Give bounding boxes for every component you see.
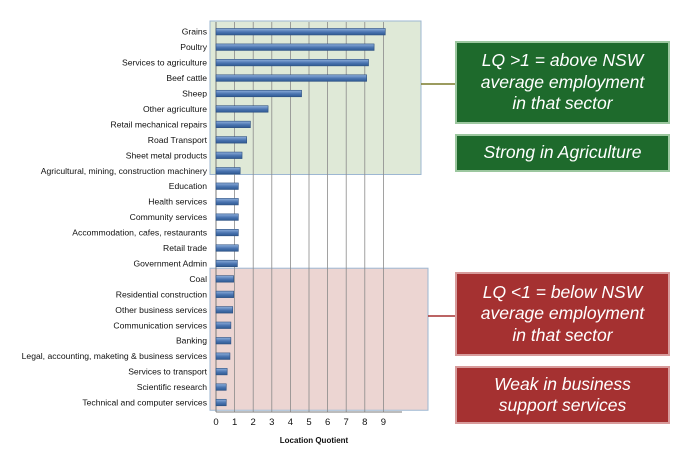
category-label-13: Accommodation, cafes, restaurants	[72, 228, 207, 238]
bar-22	[215, 368, 228, 376]
callout-above-line-1: LQ >1 = above NSW	[481, 50, 644, 71]
x-tick-9: 9	[381, 417, 386, 428]
bar-23	[215, 383, 227, 391]
category-label-7: Road Transport	[148, 135, 208, 145]
x-tick-1: 1	[232, 417, 237, 428]
bar-19	[215, 321, 232, 329]
x-tick-3: 3	[269, 417, 274, 428]
category-label-15: Government Admin	[133, 258, 207, 268]
bar-15	[215, 259, 238, 268]
x-axis-title: Location Quotient	[280, 436, 349, 445]
callout-weak-line-2: support services	[498, 395, 627, 415]
bar-18	[215, 306, 234, 314]
bar-20	[215, 337, 232, 345]
category-label-9: Agricultural, mining, construction machi…	[41, 166, 208, 176]
category-label-23: Scientific research	[137, 382, 207, 392]
x-tick-7: 7	[344, 417, 349, 428]
category-label-3: Beef cattle	[166, 73, 207, 83]
callout-below-average: LQ <1 = below NSW average employment in …	[455, 272, 670, 356]
bar-9	[215, 167, 241, 175]
category-label-12: Community services	[130, 212, 207, 222]
bar-13	[215, 229, 239, 237]
x-tick-4: 4	[288, 417, 293, 428]
bar-4	[215, 89, 302, 98]
bar-1	[215, 43, 375, 51]
callout-above-line-3: in that sector	[512, 93, 613, 114]
category-label-14: Retail trade	[163, 243, 207, 253]
callout-below-line-2: average employment	[480, 303, 645, 324]
x-tick-2: 2	[251, 417, 256, 428]
category-label-1: Poultry	[180, 42, 207, 52]
bar-24	[215, 398, 227, 407]
x-tick-8: 8	[362, 417, 367, 428]
bar-2	[215, 59, 369, 67]
callout-above-average: LQ >1 = above NSW average employment in …	[455, 41, 670, 124]
highlight-region-2	[209, 267, 429, 411]
x-tick-5: 5	[306, 417, 311, 428]
x-tick-0: 0	[213, 417, 218, 428]
bar-11	[215, 198, 239, 206]
category-label-6: Retail mechanical repairs	[111, 119, 207, 129]
category-label-19: Communication services	[113, 320, 207, 330]
bar-3	[215, 74, 367, 82]
callout-strong-line-1: Strong in Agriculture	[483, 142, 642, 163]
category-label-5: Other agriculture	[143, 104, 207, 114]
category-label-4: Sheep	[182, 89, 207, 99]
category-label-21: Legal, accounting, maketing & business s…	[22, 351, 207, 361]
category-label-10: Education	[169, 181, 207, 191]
category-label-16: Coal	[189, 274, 207, 284]
callout-below-line-3: in that sector	[512, 324, 613, 345]
x-tick-6: 6	[325, 417, 330, 428]
category-label-24: Technical and computer services	[82, 398, 207, 408]
category-label-11: Health services	[148, 197, 207, 207]
category-label-2: Services to agriculture	[122, 58, 207, 68]
category-label-17: Residential construction	[116, 289, 207, 299]
category-label-22: Services to transport	[128, 367, 207, 377]
bar-10	[215, 182, 239, 190]
bar-5	[215, 105, 269, 113]
callout-weak-line-1: Weak in business	[494, 373, 631, 394]
category-label-0: Grains	[182, 27, 207, 37]
callout-weak-business: Weak in business support services	[455, 366, 670, 424]
bar-8	[215, 151, 243, 159]
category-label-8: Sheet metal products	[126, 150, 207, 160]
bar-16	[215, 275, 234, 283]
category-label-20: Banking	[176, 336, 207, 346]
bar-6	[215, 120, 251, 128]
callout-below-line-1: LQ <1 = below NSW	[482, 281, 643, 302]
callout-strong-agriculture: Strong in Agriculture	[455, 134, 670, 172]
category-label-18: Other business services	[115, 305, 207, 315]
bar-14	[215, 244, 239, 252]
bar-21	[215, 352, 231, 360]
bar-7	[215, 136, 247, 144]
callout-above-line-2: average employment	[480, 71, 645, 92]
bar-17	[215, 290, 234, 298]
bar-12	[215, 213, 239, 221]
bar-0	[215, 28, 386, 36]
